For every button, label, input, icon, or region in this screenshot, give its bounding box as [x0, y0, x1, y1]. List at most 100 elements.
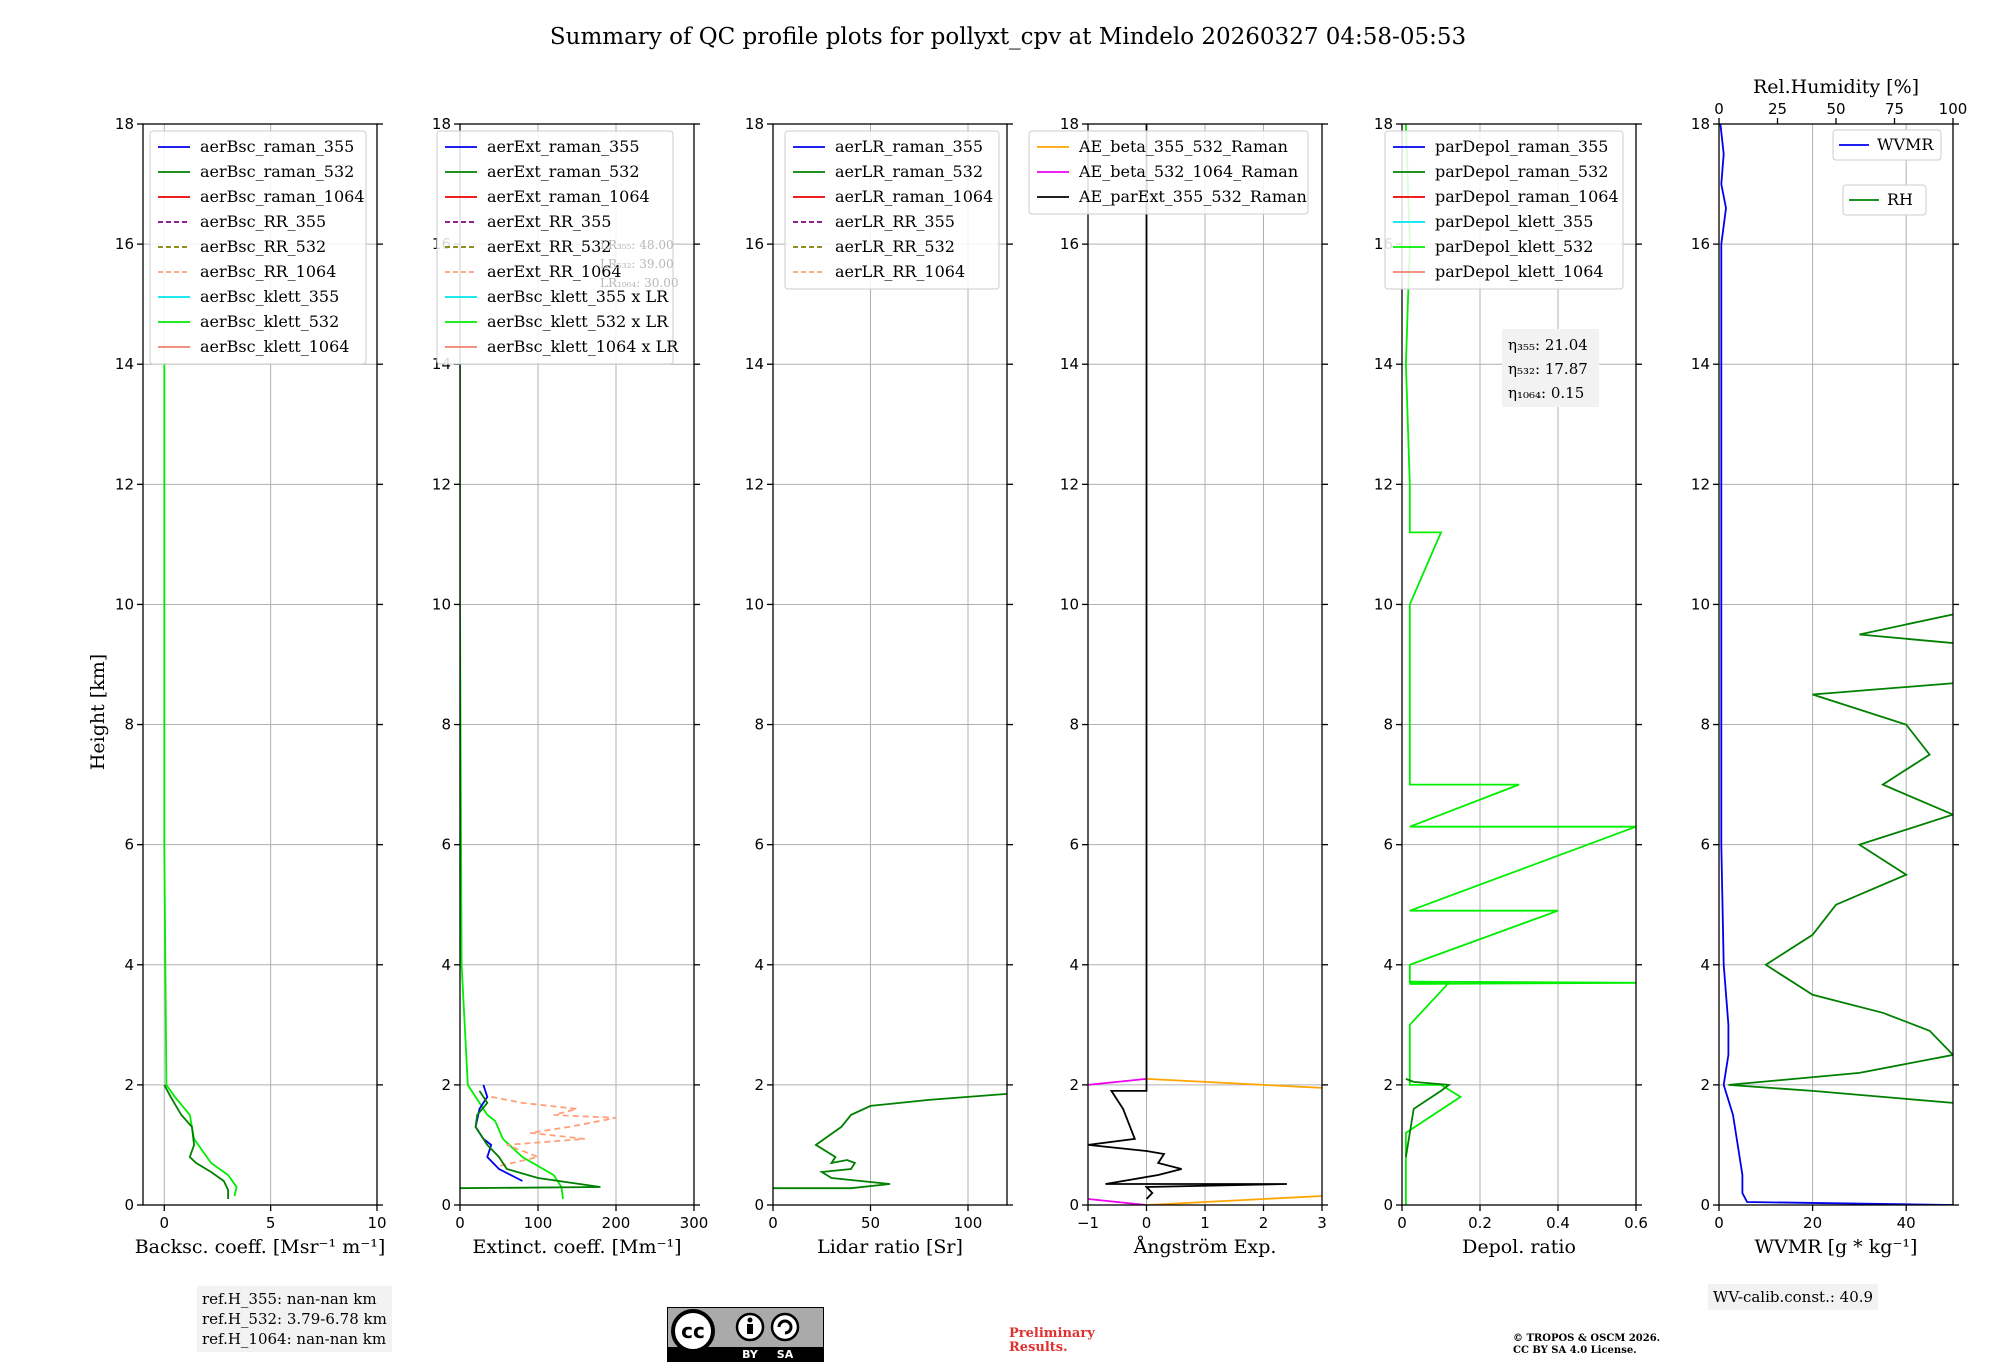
- xtick-label-0-2: 0.2: [1468, 1214, 1492, 1232]
- ytick-label-12: 12: [1374, 475, 1393, 493]
- legend-entry-aerlr-raman-532: aerLR_raman_532: [835, 162, 983, 181]
- series-ae-parext-355-532-raman: [1088, 124, 1287, 1200]
- legend-entry-aerbsc-klett-532: aerBsc_klett_532: [200, 312, 339, 331]
- panel-2: 0246810121416180100200300Extinct. coeff.…: [432, 115, 708, 1258]
- reference-height-box: ref.H_355: nan-nan km ref.H_532: 3.79-6.…: [197, 1286, 392, 1352]
- legend-entry-aerbsc-raman-1064: aerBsc_raman_1064: [200, 187, 365, 206]
- legend-entry-aerext-rr-355: aerExt_RR_355: [487, 212, 611, 231]
- cc-icon: cc: [681, 1319, 705, 1343]
- ytick-label-0: 0: [1700, 1196, 1710, 1214]
- legend-entry-aerbsc-klett-355: aerBsc_klett_355: [200, 287, 339, 306]
- plot-frame: [142, 123, 378, 1206]
- ytick-label-4: 4: [441, 956, 451, 974]
- cc-by-sa-badge: cc BY SA: [667, 1307, 824, 1362]
- legend-entry-rh: RH: [1887, 190, 1913, 209]
- series-ae-beta-355-532-raman: [1146, 1078, 1322, 1089]
- ytick-label-12: 12: [115, 475, 134, 493]
- ytick-label-0: 0: [1383, 1196, 1393, 1214]
- ytick-label-2: 2: [1383, 1076, 1393, 1094]
- legend: aerBsc_raman_355 aerBsc_raman_532 aerBsc_r…: [149, 130, 367, 365]
- ytick-label-0: 0: [1069, 1196, 1079, 1214]
- legend-box-rh: [1842, 184, 1927, 216]
- x-axis-label: Lidar ratio [Sr]: [817, 1236, 963, 1258]
- ytick-label-14: 14: [1060, 355, 1079, 373]
- ytick-label-4: 4: [1700, 956, 1710, 974]
- legend-entry-aerlr-raman-355: aerLR_raman_355: [835, 137, 983, 156]
- ytick-label-0: 0: [754, 1196, 764, 1214]
- legend-entry-pardepol-klett-1064: parDepol_klett_1064: [1435, 262, 1604, 281]
- legend: aerExt_raman_355 aerExt_raman_532 aerExt_r…: [436, 130, 679, 365]
- ytick-label-4: 4: [754, 956, 764, 974]
- ytick-label-8: 8: [124, 716, 134, 734]
- legend-box: [784, 130, 1000, 290]
- series-pardepol-klett-532: [1404, 124, 1636, 1205]
- ytick-label-18: 18: [745, 115, 764, 133]
- x-axis-label: Depol. ratio: [1462, 1236, 1576, 1258]
- legend-entry-pardepol-klett-532: parDepol_klett_532: [1435, 237, 1593, 256]
- top-xtick-label-25: 25: [1768, 100, 1787, 118]
- lr-label-3: LR₁₀₆₄: 30.00: [600, 276, 678, 290]
- ytick-label-6: 6: [754, 836, 764, 854]
- ref-height-1064: ref.H_1064: nan-nan km: [202, 1330, 387, 1348]
- legend-entry-aerbsc-raman-355: aerBsc_raman_355: [200, 137, 354, 156]
- legend-entry-aerlr-rr-532: aerLR_RR_532: [835, 237, 955, 256]
- copyright-line-1: © TROPOS & OSCM 2026.: [1513, 1333, 1661, 1344]
- series-aerbsc-klett-532-x-lr: [460, 364, 564, 1200]
- wv-calib-constant: WV-calib.const.: 40.9: [1713, 1288, 1874, 1306]
- xtick-label-1: −1: [1077, 1214, 1099, 1232]
- series-ae-beta-532-1064-raman-low: [1088, 1198, 1147, 1205]
- legend: AE_beta_355_532_Raman AE_beta_532_1064_Ra…: [1028, 130, 1309, 215]
- eta-label-2: η₅₃₂: 17.87: [1508, 360, 1588, 378]
- xtick-label-0-4: 0.4: [1546, 1214, 1570, 1232]
- eta-box: [1502, 329, 1599, 407]
- top-x-axis-label: Rel.Humidity [%]: [1753, 76, 1919, 98]
- ytick-label-14: 14: [1691, 355, 1710, 373]
- copyright-notice: © TROPOS & OSCM 2026. CC BY SA 4.0 Licen…: [1513, 1333, 1660, 1357]
- ytick-label-18: 18: [432, 115, 451, 133]
- ytick-label-6: 6: [124, 836, 134, 854]
- ytick-label-16: 16: [1060, 235, 1079, 253]
- xtick-label-0-6: 0.6: [1624, 1214, 1648, 1232]
- legend-entry-aerbsc-rr-355: aerBsc_RR_355: [200, 212, 326, 231]
- ytick-label-8: 8: [1069, 716, 1079, 734]
- xtick-label-40: 40: [1897, 1214, 1916, 1232]
- copyright-line-2: CC BY SA 4.0 License.: [1513, 1345, 1637, 1356]
- legend-entry-aerbsc-klett-1064-x-lr: aerBsc_klett_1064 x LR: [487, 337, 679, 356]
- top-xtick-label-0: 0: [1714, 100, 1724, 118]
- x-axis-label: Extinct. coeff. [Mm⁻¹]: [472, 1236, 681, 1258]
- ytick-label-0: 0: [124, 1196, 134, 1214]
- x-axis-label: Backsc. coeff. [Msr⁻¹ m⁻¹]: [135, 1236, 386, 1258]
- series-aerext-raman-532: [460, 1090, 601, 1190]
- legend-entry-aerlr-raman-1064: aerLR_raman_1064: [835, 187, 993, 206]
- ytick-label-18: 18: [1060, 115, 1079, 133]
- legend-box: [1028, 130, 1309, 215]
- series-aerbsc-klett-532: [163, 364, 238, 1197]
- series-aerext-raman-355: [474, 1084, 523, 1182]
- ytick-label-6: 6: [1700, 836, 1710, 854]
- legend-box: [1384, 130, 1624, 290]
- ytick-label-10: 10: [1060, 595, 1079, 613]
- ytick-label-8: 8: [1700, 716, 1710, 734]
- ytick-label-10: 10: [1374, 595, 1393, 613]
- legend: aerLR_raman_355 aerLR_raman_532 aerLR_rama…: [784, 130, 1000, 290]
- xtick-label-100: 100: [524, 1214, 553, 1232]
- legend-entry-ae-parext-355-532-raman: AE_parExt_355_532_Raman: [1078, 187, 1307, 206]
- figure-title: Summary of QC profile plots for pollyxt_…: [550, 24, 1466, 50]
- ytick-label-4: 4: [124, 956, 134, 974]
- xtick-label-100: 100: [954, 1214, 983, 1232]
- legend-box: [436, 130, 674, 365]
- xtick-label-0: 0: [1714, 1214, 1724, 1232]
- legend-entry-pardepol-raman-1064: parDepol_raman_1064: [1435, 187, 1619, 206]
- series-ae-beta-355-532-raman-low: [1146, 1195, 1322, 1205]
- series-pardepol-raman-532: [1405, 1078, 1452, 1158]
- legend-entry-ae-beta-532-1064-raman: AE_beta_532_1064_Raman: [1078, 162, 1298, 181]
- ytick-label-14: 14: [745, 355, 764, 373]
- ytick-label-2: 2: [754, 1076, 764, 1094]
- top-xtick-label-100: 100: [1939, 100, 1968, 118]
- legend-entry-pardepol-raman-532: parDepol_raman_532: [1435, 162, 1608, 181]
- wv-calib-box: WV-calib.const.: 40.9: [1708, 1284, 1879, 1310]
- legend-entry-aerbsc-raman-532: aerBsc_raman_532: [200, 162, 354, 181]
- ytick-label-12: 12: [745, 475, 764, 493]
- series-aerext-rr-1064: [491, 1096, 617, 1167]
